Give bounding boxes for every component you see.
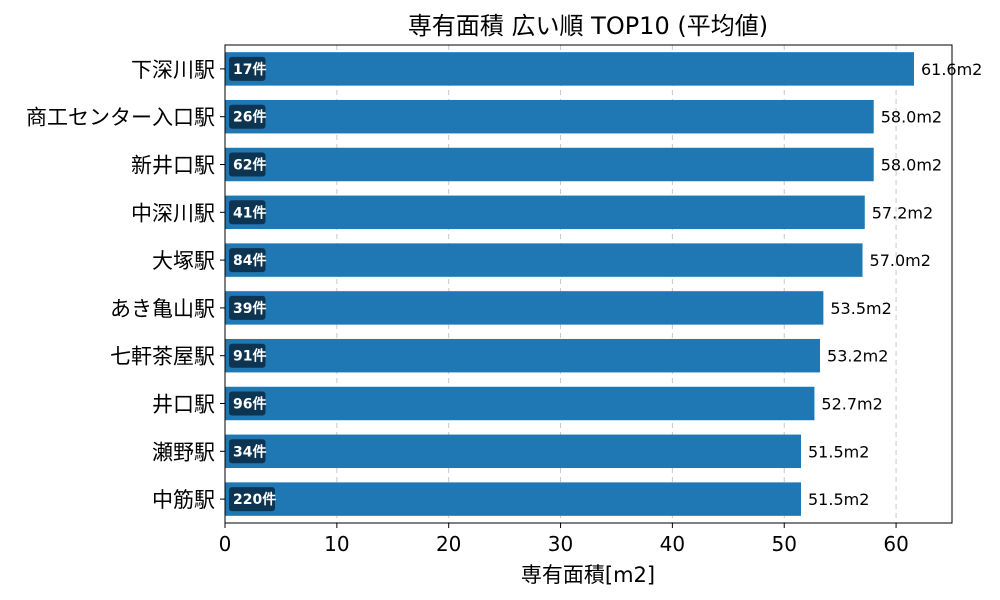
x-tick-label: 60	[883, 532, 908, 556]
x-axis-title: 専有面積[m2]	[521, 563, 655, 587]
bar	[225, 147, 874, 182]
y-tick-label: 瀬野駅	[152, 440, 215, 464]
bars: 61.6m217件58.0m226件58.0m262件57.2m241件57.0…	[225, 52, 982, 516]
count-badge-label: 41件	[233, 204, 266, 221]
count-badge	[229, 295, 266, 320]
bar-value-label: 51.5m2	[808, 442, 869, 461]
y-tick-label: 中筋駅	[152, 488, 215, 512]
count-badge	[229, 248, 266, 273]
count-badge	[229, 104, 266, 129]
count-badge-label: 26件	[233, 109, 266, 126]
count-badge	[229, 439, 266, 464]
bar	[225, 482, 802, 516]
bar	[225, 338, 821, 373]
x-tick-label: 50	[772, 532, 797, 556]
x-tick-label: 0	[219, 532, 232, 556]
count-badge-label: 220件	[233, 491, 276, 508]
bar-value-label: 52.7m2	[821, 395, 882, 414]
count-badge	[229, 487, 275, 512]
bar	[225, 291, 824, 325]
bar	[225, 434, 802, 469]
y-tick-label: 下深川駅	[131, 58, 215, 82]
count-badge	[229, 343, 266, 368]
count-badge-label: 17件	[233, 61, 266, 78]
bar	[225, 386, 815, 421]
y-tick-label: 新井口駅	[131, 154, 215, 178]
y-tick-label: 商工センター入口駅	[26, 106, 215, 130]
axes: 下深川駅商工センター入口駅新井口駅中深川駅大塚駅あき亀山駅七軒茶屋駅井口駅瀬野駅…	[26, 44, 953, 556]
count-badge-label: 91件	[233, 348, 266, 365]
bar-value-label: 57.2m2	[872, 203, 933, 222]
x-tick-label: 30	[548, 532, 573, 556]
count-badge	[229, 152, 266, 177]
count-badge	[229, 200, 266, 225]
count-badge	[229, 391, 266, 416]
x-tick-label: 10	[324, 532, 349, 556]
count-badge-label: 84件	[233, 252, 266, 269]
count-badge-label: 62件	[233, 157, 266, 174]
y-tick-label: 大塚駅	[152, 249, 215, 273]
bar	[225, 195, 865, 230]
bar-value-label: 58.0m2	[881, 108, 942, 127]
bar-value-label: 53.2m2	[827, 347, 888, 366]
x-tick-label: 40	[660, 532, 685, 556]
y-tick-label: 中深川駅	[131, 201, 215, 225]
chart-title: 専有面積 広い順 TOP10 (平均値)	[408, 12, 768, 40]
bar-value-label: 57.0m2	[870, 251, 931, 270]
y-tick-label: 井口駅	[152, 393, 215, 417]
y-tick-label: 七軒茶屋駅	[110, 345, 215, 369]
bar	[225, 99, 874, 134]
plot-frame	[224, 44, 953, 524]
bar-value-label: 53.5m2	[830, 299, 891, 318]
x-tick-label: 20	[436, 532, 461, 556]
bar	[225, 243, 863, 277]
count-badge-label: 39件	[233, 300, 266, 317]
count-badge	[229, 56, 266, 81]
bar-value-label: 51.5m2	[808, 490, 869, 509]
bar	[225, 52, 914, 86]
bar-value-label: 58.0m2	[881, 156, 942, 175]
y-tick-label: あき亀山駅	[110, 297, 215, 321]
count-badge-label: 34件	[233, 443, 266, 460]
count-badge-label: 96件	[233, 396, 266, 413]
